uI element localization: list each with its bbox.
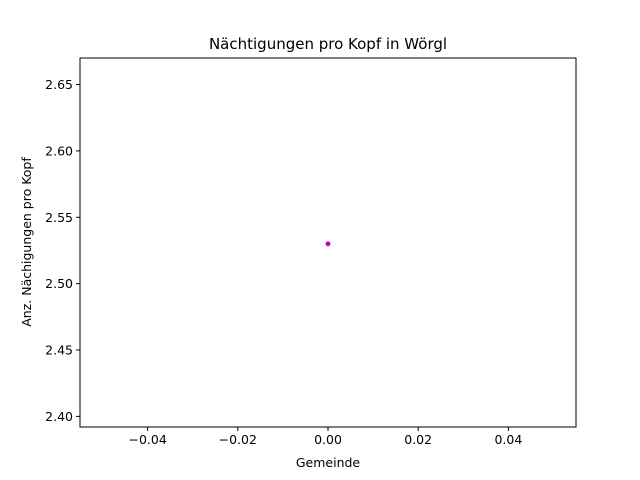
x-tick-label: −0.04 xyxy=(128,432,166,447)
data-points xyxy=(325,241,331,247)
x-tick-label: −0.02 xyxy=(219,432,257,447)
y-tick-label: 2.50 xyxy=(45,276,73,291)
y-tick-label: 2.45 xyxy=(45,343,73,358)
y-axis-ticks: 2.40 2.45 2.50 2.55 2.60 2.65 xyxy=(45,77,80,424)
y-tick-label: 2.65 xyxy=(45,77,73,92)
x-axis-ticks: −0.04 −0.02 0.00 0.02 0.04 xyxy=(128,427,522,447)
plot-frame xyxy=(79,57,577,428)
x-tick-label: 0.02 xyxy=(404,432,432,447)
y-tick-label: 2.40 xyxy=(45,409,73,424)
chart-title: Nächtigungen pro Kopf in Wörgl xyxy=(209,35,447,53)
data-point xyxy=(325,241,331,247)
x-tick-label: 0.04 xyxy=(494,432,522,447)
y-tick-label: 2.55 xyxy=(45,210,73,225)
x-tick-label: 0.00 xyxy=(314,432,342,447)
y-tick-label: 2.60 xyxy=(45,143,73,158)
y-axis-label: Anz. Nächigungen pro Kopf xyxy=(19,157,34,327)
x-axis-label: Gemeinde xyxy=(296,455,361,470)
